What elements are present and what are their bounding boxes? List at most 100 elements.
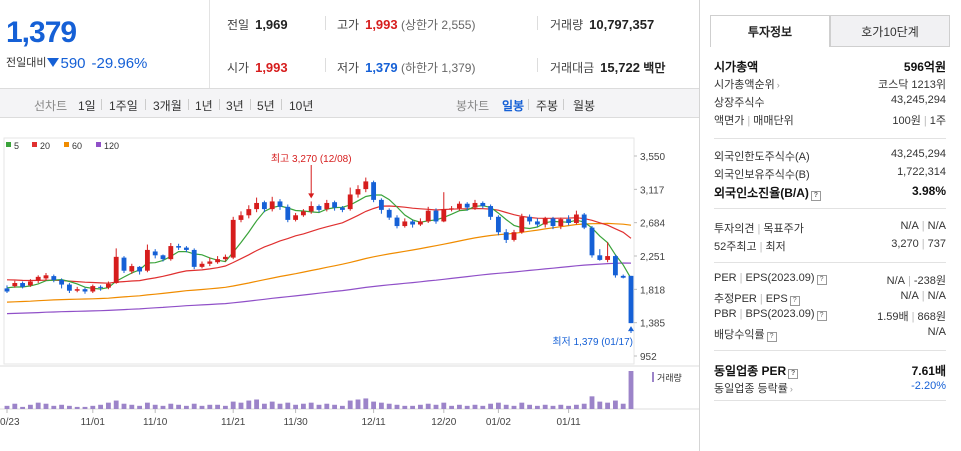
low-annotation: 최저 1,379 (01/17) (552, 336, 633, 348)
volume-bar (90, 405, 96, 409)
candle-body (332, 202, 338, 208)
volume-bar (12, 403, 18, 409)
volume-bar (66, 405, 72, 409)
legend-swatch (6, 142, 11, 147)
tab-order-book[interactable]: 호가10단계 (830, 15, 950, 47)
help-icon: ? (766, 332, 777, 342)
volume-bar (417, 404, 423, 409)
candle-body (386, 209, 392, 218)
volume-bar (183, 405, 189, 409)
candle-body (98, 286, 104, 288)
period-daily[interactable]: 일봉 (502, 99, 525, 113)
line-chart-label: 선차트 (34, 99, 68, 113)
candle-body (66, 284, 72, 291)
range-1d[interactable]: 1일 (78, 99, 96, 113)
volume-bar (566, 405, 572, 409)
current-price: 1,379 (6, 16, 77, 49)
candle-body (51, 276, 57, 280)
high-annotation: 최고 3,270 (12/08) (271, 153, 352, 165)
y-tick-label: 2,251 (640, 252, 665, 263)
candle-body (410, 221, 416, 225)
volume-bar (511, 405, 517, 409)
range-1y[interactable]: 1년 (195, 99, 213, 113)
info-group-1: 시가총액 596억원 시가총액순위 › 코스닥 1213위 상장주식수 43,245,2… (714, 56, 946, 128)
candle-body (581, 214, 587, 228)
volume-bar (550, 405, 556, 409)
volume-bar (597, 401, 603, 409)
range-5y[interactable]: 5년 (257, 99, 275, 113)
help-icon: ? (816, 275, 827, 285)
quote-grid: 전일 1,969 고가 1,993 (상한가 2,555) 거래량 10,797,35… (211, 0, 699, 88)
candle-body (215, 259, 221, 263)
chart-area: 1,379 전일대비 590 -29.96% 전일 1,969 고가 1,993 (상한… (0, 0, 700, 451)
candle-body (90, 286, 96, 292)
volume-bar (605, 402, 611, 409)
x-tick-label: 12/20 (431, 417, 456, 428)
range-10y[interactable]: 10년 (289, 99, 314, 113)
candle-body (612, 256, 618, 276)
row-industry-per: 동일업종 PER? 7.61배 (714, 364, 946, 379)
volume-legend-label: 거래량 (657, 372, 682, 383)
candle-body (620, 275, 626, 278)
period-weekly[interactable]: 주봉 (536, 99, 559, 113)
volume-bar (488, 403, 494, 409)
x-tick-label: 11/30 (283, 417, 308, 428)
candle-body (144, 249, 150, 271)
range-1w[interactable]: 1주일 (109, 99, 138, 113)
candle-body (191, 249, 197, 267)
candle-body (183, 247, 189, 250)
volume-bar (464, 405, 470, 409)
help-icon: ? (816, 311, 827, 321)
volume-bar (261, 403, 267, 409)
candle-body (316, 206, 322, 210)
candle-body (589, 227, 595, 256)
volume-bar (558, 404, 564, 409)
x-tick-label: 01/02 (486, 417, 511, 428)
candlestick-chart: 5 20 60 120 3,550 3,117 2,684 2,251 1,818 1,385 95… (0, 137, 699, 428)
volume-bar (363, 398, 369, 409)
candle-body (566, 219, 572, 223)
candle-body (105, 283, 111, 288)
volume-bar (316, 404, 322, 409)
candle-body (605, 256, 611, 260)
candle-body (199, 263, 205, 267)
volume-bar (43, 403, 49, 409)
volume-bar (51, 405, 57, 409)
volume-bar (222, 405, 228, 409)
info-panel: 투자정보 호가10단계 시가총액 596억원 시가총액순위 › 코스닥 1213위 상… (700, 0, 961, 451)
volume-bar (82, 406, 88, 409)
volume-bar (324, 403, 330, 409)
volume-bar (503, 404, 509, 409)
candle-body (534, 221, 540, 225)
quote-open: 시가 1,993 (227, 60, 288, 75)
range-3m[interactable]: 3개월 (153, 99, 182, 113)
volume-bar (495, 402, 501, 409)
legend-label: 120 (104, 141, 119, 151)
y-tick-label: 952 (640, 352, 657, 363)
volume-bar (527, 404, 533, 409)
tab-investment-info[interactable]: 투자정보 (710, 15, 830, 47)
candle-body (137, 266, 143, 272)
candle-body (168, 246, 174, 260)
volume-bar (285, 402, 291, 409)
candle-body (441, 209, 447, 222)
y-tick-label: 2,684 (640, 219, 665, 230)
volume-bar (620, 403, 626, 409)
quote-volume: 거래량 10,797,357 (550, 17, 655, 32)
volume-bar (113, 400, 119, 409)
change-rate: -29.96% (91, 55, 148, 72)
volume-bar (581, 403, 587, 409)
help-icon: ? (788, 369, 799, 379)
candle-body (238, 215, 244, 220)
ma60-line (6, 222, 632, 303)
down-arrow-icon (47, 58, 60, 67)
period-monthly[interactable]: 월봉 (573, 99, 596, 113)
price-summary: 1,379 전일대비 590 -29.96% (0, 0, 210, 88)
quote-amount: 거래대금 15,722 백만 (550, 60, 666, 75)
row-industry-rate: 동일업종 등락률 › -2.20% (714, 380, 946, 395)
volume-bar (74, 406, 80, 409)
range-3y[interactable]: 3년 (226, 99, 244, 113)
candle-body (261, 202, 267, 210)
volume-bar (402, 405, 408, 409)
volume-bar (230, 401, 236, 409)
